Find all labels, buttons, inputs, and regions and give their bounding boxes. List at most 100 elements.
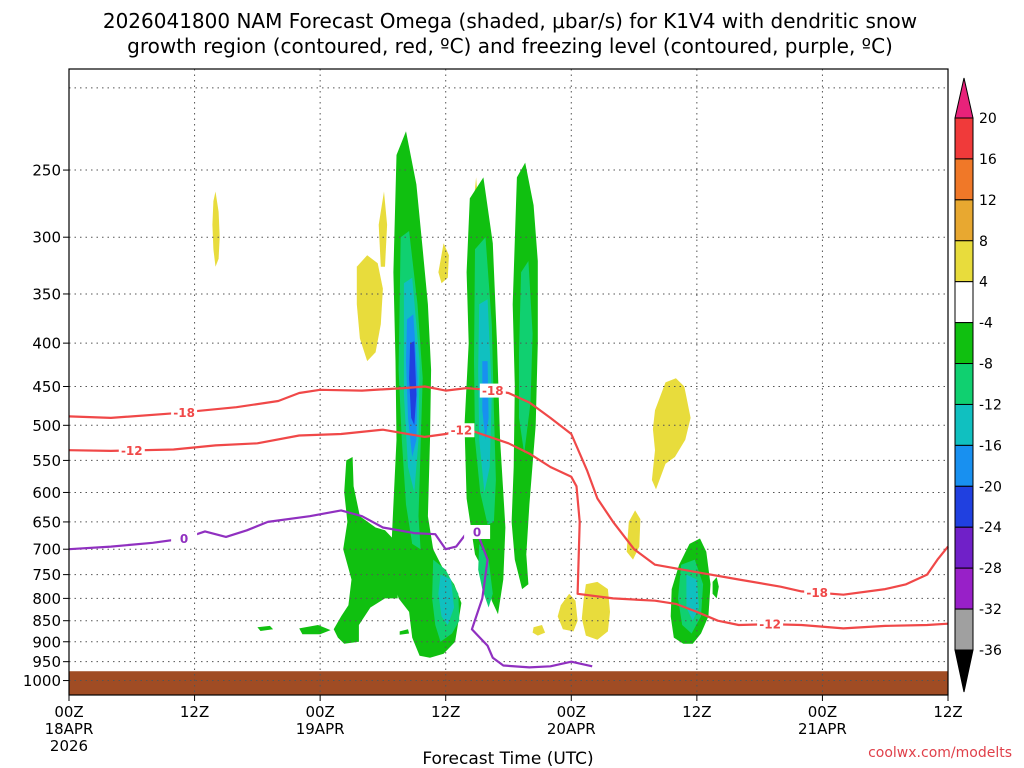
x-axis-label: Forecast Time (UTC)	[422, 749, 593, 768]
colorbar-segment-2	[954, 199, 974, 242]
colorbar-label-13: -36	[979, 643, 1002, 659]
omega-region-1-3	[333, 457, 399, 644]
x-tick-label-0-0: 00Z	[54, 703, 83, 721]
x-tick-label-0-1: 18APR	[45, 720, 94, 738]
colorbar-label-5: -4	[979, 316, 993, 332]
y-axis: 250 300 350 400 450 500 550 600 650 700 750 800 850 9…	[23, 162, 69, 690]
freezing-contour-line	[68, 509, 593, 669]
contour--18-label-bg-0	[171, 405, 198, 420]
colorbar-label-10: -24	[979, 520, 1002, 536]
contour--18-label-bg-1	[479, 383, 506, 398]
y-tick-label-250: 250	[32, 162, 61, 180]
colorbar-segment-7	[954, 403, 974, 446]
x-tick-label-72-1: 21APR	[798, 720, 847, 738]
colorbar-label-9: -20	[979, 479, 1002, 495]
colorbar-segment-9	[954, 485, 974, 528]
x-tick-label-0-2: 2026	[50, 737, 88, 755]
colorbar-bottom-arrow	[954, 649, 974, 693]
omega-region-2-2	[519, 261, 533, 454]
y-tick-label-500: 500	[32, 417, 61, 435]
omega-region-0-0	[212, 191, 220, 267]
y-tick-label-650: 650	[32, 513, 61, 531]
omega-region-0-8	[532, 625, 546, 636]
y-tick-label-400: 400	[32, 335, 61, 353]
colorbar-top-arrow	[954, 77, 974, 119]
omega-region-0-9	[626, 510, 641, 560]
contour--12-label-2: -12	[759, 618, 781, 632]
colorbar-label-0: 20	[979, 111, 997, 127]
y-tick-label-800: 800	[32, 590, 61, 608]
surface-layer	[69, 671, 948, 695]
contour--18-label-2: -18	[806, 586, 828, 600]
y-tick-label-300: 300	[32, 229, 61, 247]
chart-title-line2: growth region (contoured, red, ºC) and f…	[127, 34, 893, 58]
colorbar-label-2: 12	[979, 193, 997, 209]
y-tick-label-1000: 1000	[23, 672, 61, 690]
x-tick-label-60-0: 12Z	[682, 703, 711, 721]
contour--12-label-bg-1	[448, 423, 475, 438]
colorbar-segment-11	[954, 567, 974, 610]
contour--12-label-0: -12	[121, 444, 143, 458]
omega-region-5-0	[409, 341, 417, 426]
omega-region-0-1	[356, 255, 383, 362]
contour--18-label-0: -18	[173, 406, 195, 420]
contour-layer: -18 -18 -18 -12 -12 -12 0 0	[68, 383, 949, 669]
x-tick-label-84-0: 12Z	[933, 703, 962, 721]
y-tick-label-750: 750	[32, 566, 61, 584]
freezing-contour-label-0: 0	[180, 532, 188, 546]
omega-region-0-2	[378, 191, 388, 267]
colorbar-segment-1	[954, 158, 974, 201]
y-tick-label-700: 700	[32, 541, 61, 559]
colorbar-segment-0	[954, 117, 974, 160]
omega-region-0-7	[581, 581, 610, 640]
contour--18-line	[68, 385, 949, 596]
freezing-contour-label-bg-1	[464, 524, 491, 539]
freezing-contour-label-1: 0	[473, 525, 481, 539]
y-tick-label-550: 550	[32, 452, 61, 470]
freezing-contour-label-bg-0	[171, 531, 198, 546]
omega-region-1-5	[257, 625, 274, 631]
colorbar-label-6: -8	[979, 357, 993, 373]
chart-title-line1: 2026041800 NAM Forecast Omega (shaded, μ…	[103, 9, 917, 33]
colorbar-segment-6	[954, 363, 974, 405]
contour--12-label-bg-0	[118, 443, 145, 458]
colorbar-label-11: -28	[979, 561, 1002, 577]
x-tick-label-48-1: 20APR	[547, 720, 596, 738]
colorbar-segment-3	[954, 240, 974, 283]
omega-region-3-2	[438, 574, 455, 625]
contour--18-label-1: -18	[482, 384, 504, 398]
colorbar-segment-12	[954, 608, 974, 651]
omega-region-0-6	[557, 593, 578, 632]
omega-region-1-8	[712, 577, 719, 599]
plot-background	[69, 69, 948, 695]
omega-region-4-1	[482, 361, 489, 440]
y-tick-label-950: 950	[32, 653, 61, 671]
colorbar-label-1: 16	[979, 152, 997, 168]
watermark: coolwx.com/modelts	[868, 745, 1012, 761]
x-tick-label-36-0: 12Z	[431, 703, 460, 721]
colorbar-label-12: -32	[979, 602, 1002, 618]
omega-region-1-4	[299, 625, 331, 635]
surface-ground	[69, 671, 948, 695]
colorbar-segment-5	[954, 322, 974, 365]
colorbar-label-3: 8	[979, 234, 988, 250]
x-tick-label-72-0: 00Z	[808, 703, 837, 721]
x-tick-label-24-1: 19APR	[296, 720, 345, 738]
y-tick-label-450: 450	[32, 378, 61, 396]
x-tick-label-12-0: 12Z	[180, 703, 209, 721]
omega-region-1-6	[399, 629, 410, 635]
omega-region-0-10	[651, 378, 691, 490]
colorbar: 20 16 12 8 4 -4 -8 -12 -16 -20 -24 -28 -32 -36	[954, 77, 1002, 693]
x-tick-label-24-0: 00Z	[305, 703, 334, 721]
colorbar-label-4: 4	[979, 275, 988, 291]
colorbar-segment-4	[954, 281, 974, 324]
y-tick-label-900: 900	[32, 633, 61, 651]
colorbar-label-8: -16	[979, 438, 1002, 454]
colorbar-segment-10	[954, 526, 974, 569]
grid-layer	[69, 69, 948, 695]
contour--18-label-bg-2	[804, 585, 831, 600]
colorbar-segment-8	[954, 444, 974, 487]
y-tick-label-850: 850	[32, 612, 61, 630]
